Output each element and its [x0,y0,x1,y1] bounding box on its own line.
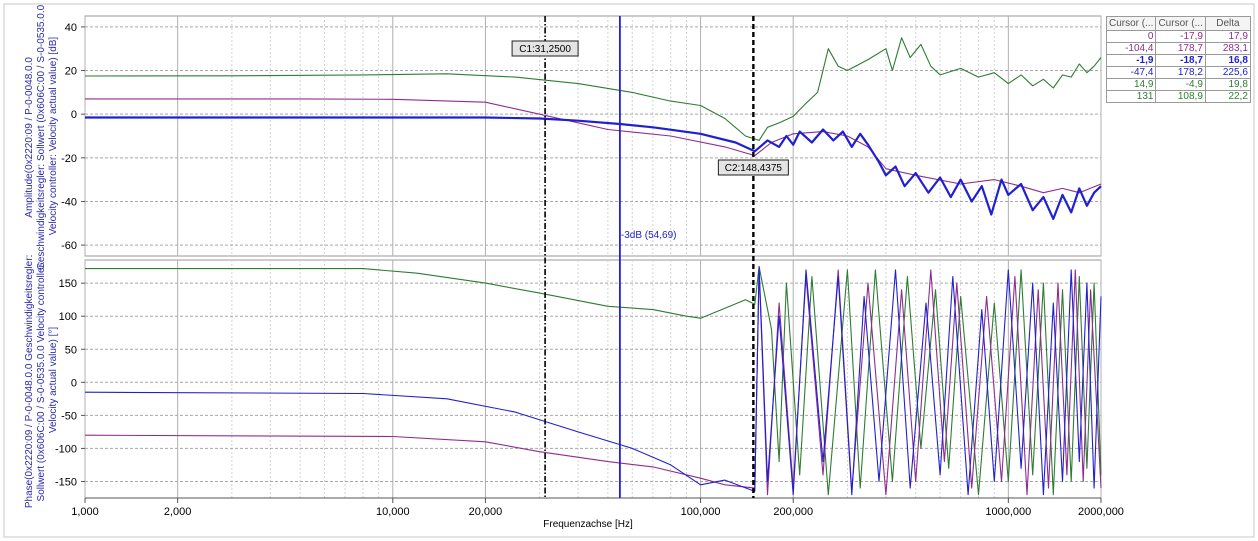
amplitude-grid [84,16,1102,256]
cursor-value-table: Cursor (... Cursor (... Delta 0 -17,9 17… [1105,16,1251,103]
delta-column-header[interactable]: Delta [1204,16,1251,31]
y-tick-label: -60 [61,240,77,252]
table-row: 0 -17,9 17,9 [1105,30,1251,43]
table-row: -1,9 -18,7 16,8 [1105,54,1251,67]
amplitude-ylabel-line-1: Amplitude(0x2220:09 / P-0-0048.0.0 [24,57,35,218]
delta-value: 22,2 [1204,90,1251,103]
cursor-2-label-box[interactable]: C2:148,4375 [717,159,789,176]
cursor-1-value: -104,4 [1105,42,1157,55]
cursor-2-value: 108,9 [1155,90,1206,103]
phase-ylabel-line-2: Sollwert (0x606C:00 / S-0-0535.0.0 Veloc… [36,261,47,501]
amplitude-panel: 40 20 0 -20 -40 -60 Amplitude(0x2220:09 / P-0… [24,2,1102,270]
y-tick-label: -20 [61,153,77,165]
cursor-2-value: -4,9 [1155,78,1206,91]
phase-plot-area[interactable] [84,259,1102,499]
cursor-table-header: Cursor (... Cursor (... Delta [1105,16,1251,31]
x-tick-label: 20,000 [469,506,503,518]
delta-value: 225,6 [1204,66,1251,79]
cursor-1-label-box[interactable]: C1:31,2500 [511,40,579,57]
y-tick-label: 50 [65,344,77,356]
x-tick-label: 2000,000 [1078,506,1124,518]
amplitude-series-line-2 [85,98,1102,194]
y-tick-label: 0 [71,109,77,121]
delta-value: 19,8 [1204,78,1251,91]
amplitude-y-ticks: 40 20 0 -20 -40 -60 [61,22,85,252]
cursor-2-value: -17,9 [1155,30,1206,43]
table-row: -47,4 178,2 225,6 [1105,66,1251,79]
phase-panel: 150 100 50 0 -50 -100 -150 Phase(0x2220:09 / P… [24,252,1102,508]
amplitude-series [84,37,1102,220]
cursor-layer: -3dB (54,69) C1:31,2500 C2:148,4375 [511,16,789,498]
x-tick-label: 10,000 [376,506,410,518]
phase-ylabel-line-3: Velocity actual value) [°] [48,327,59,433]
phase-series-line-1 [85,266,1102,496]
phase-series-line-3 [84,266,1102,496]
phase-y-ticks: 150 100 50 0 -50 -100 -150 [55,278,85,488]
cursor-1-label: C1:31,2500 [519,44,571,55]
amplitude-ylabel-line-2: Geschwindigkeitsregler: Sollwert (0x606C… [36,4,47,270]
amplitude-series-line-3 [85,116,1102,220]
phase-series-line-2 [84,269,1102,496]
minus-3db-label: -3dB (54,69) [621,230,677,241]
cursor-1-value: -47,4 [1105,66,1157,79]
y-tick-label: -100 [55,443,77,455]
y-tick-label: -150 [55,476,77,488]
amplitude-y-axis-title: Amplitude(0x2220:09 / P-0-0048.0.0 Gesch… [24,2,59,270]
table-row: 14,9 -4,9 19,8 [1105,78,1251,91]
y-tick-label: 40 [65,22,77,34]
delta-value: 17,9 [1204,30,1251,43]
table-row: -104,4 178,7 283,1 [1105,42,1251,55]
amplitude-series-line-1 [84,37,1102,141]
cursor-1-value: 14,9 [1105,78,1157,91]
y-tick-label: 100 [59,311,77,323]
cursor-1-value: 131 [1105,90,1157,103]
cursor-2-value: 178,7 [1155,42,1206,55]
x-tick-label: 1000,000 [985,506,1031,518]
delta-value: 283,1 [1204,42,1251,55]
x-tick-label: 200,000 [773,506,813,518]
cursor-1-value: -1,9 [1105,54,1157,67]
x-tick-label: 1,000 [71,506,99,518]
cursor-2-value: 178,2 [1155,66,1206,79]
phase-series [84,266,1102,496]
cursor-2-label: C2:148,4375 [725,163,783,174]
cursor-2-column-header[interactable]: Cursor (... [1155,16,1206,31]
phase-ylabel-line-1: Phase(0x2220:09 / P-0-0048.0.0 Geschwind… [24,255,35,508]
y-tick-label: 150 [59,278,77,290]
y-tick-label: -50 [61,410,77,422]
table-row: 131 108,9 22,2 [1105,90,1251,103]
cursor-1-column-header[interactable]: Cursor (... [1105,16,1157,31]
delta-value: 16,8 [1204,54,1251,67]
y-tick-label: 0 [71,377,77,389]
x-tick-label: 100,000 [681,506,721,518]
phase-y-axis-title: Phase(0x2220:09 / P-0-0048.0.0 Geschwind… [24,252,59,508]
y-tick-label: 20 [65,66,77,78]
amplitude-plot-area[interactable] [84,15,1102,257]
x-axis-ticks: 1,000 2,000 10,000 20,000 100,000 200,000 1000… [71,498,1124,518]
x-axis-title: Frequenzachse [Hz] [543,519,633,530]
amplitude-ylabel-line-3: Velocity controller: Velocity actual val… [48,37,59,236]
cursor-2-value: -18,7 [1155,54,1206,67]
y-tick-label: -40 [61,196,77,208]
x-tick-label: 2,000 [164,506,192,518]
cursor-1-value: 0 [1105,30,1157,43]
